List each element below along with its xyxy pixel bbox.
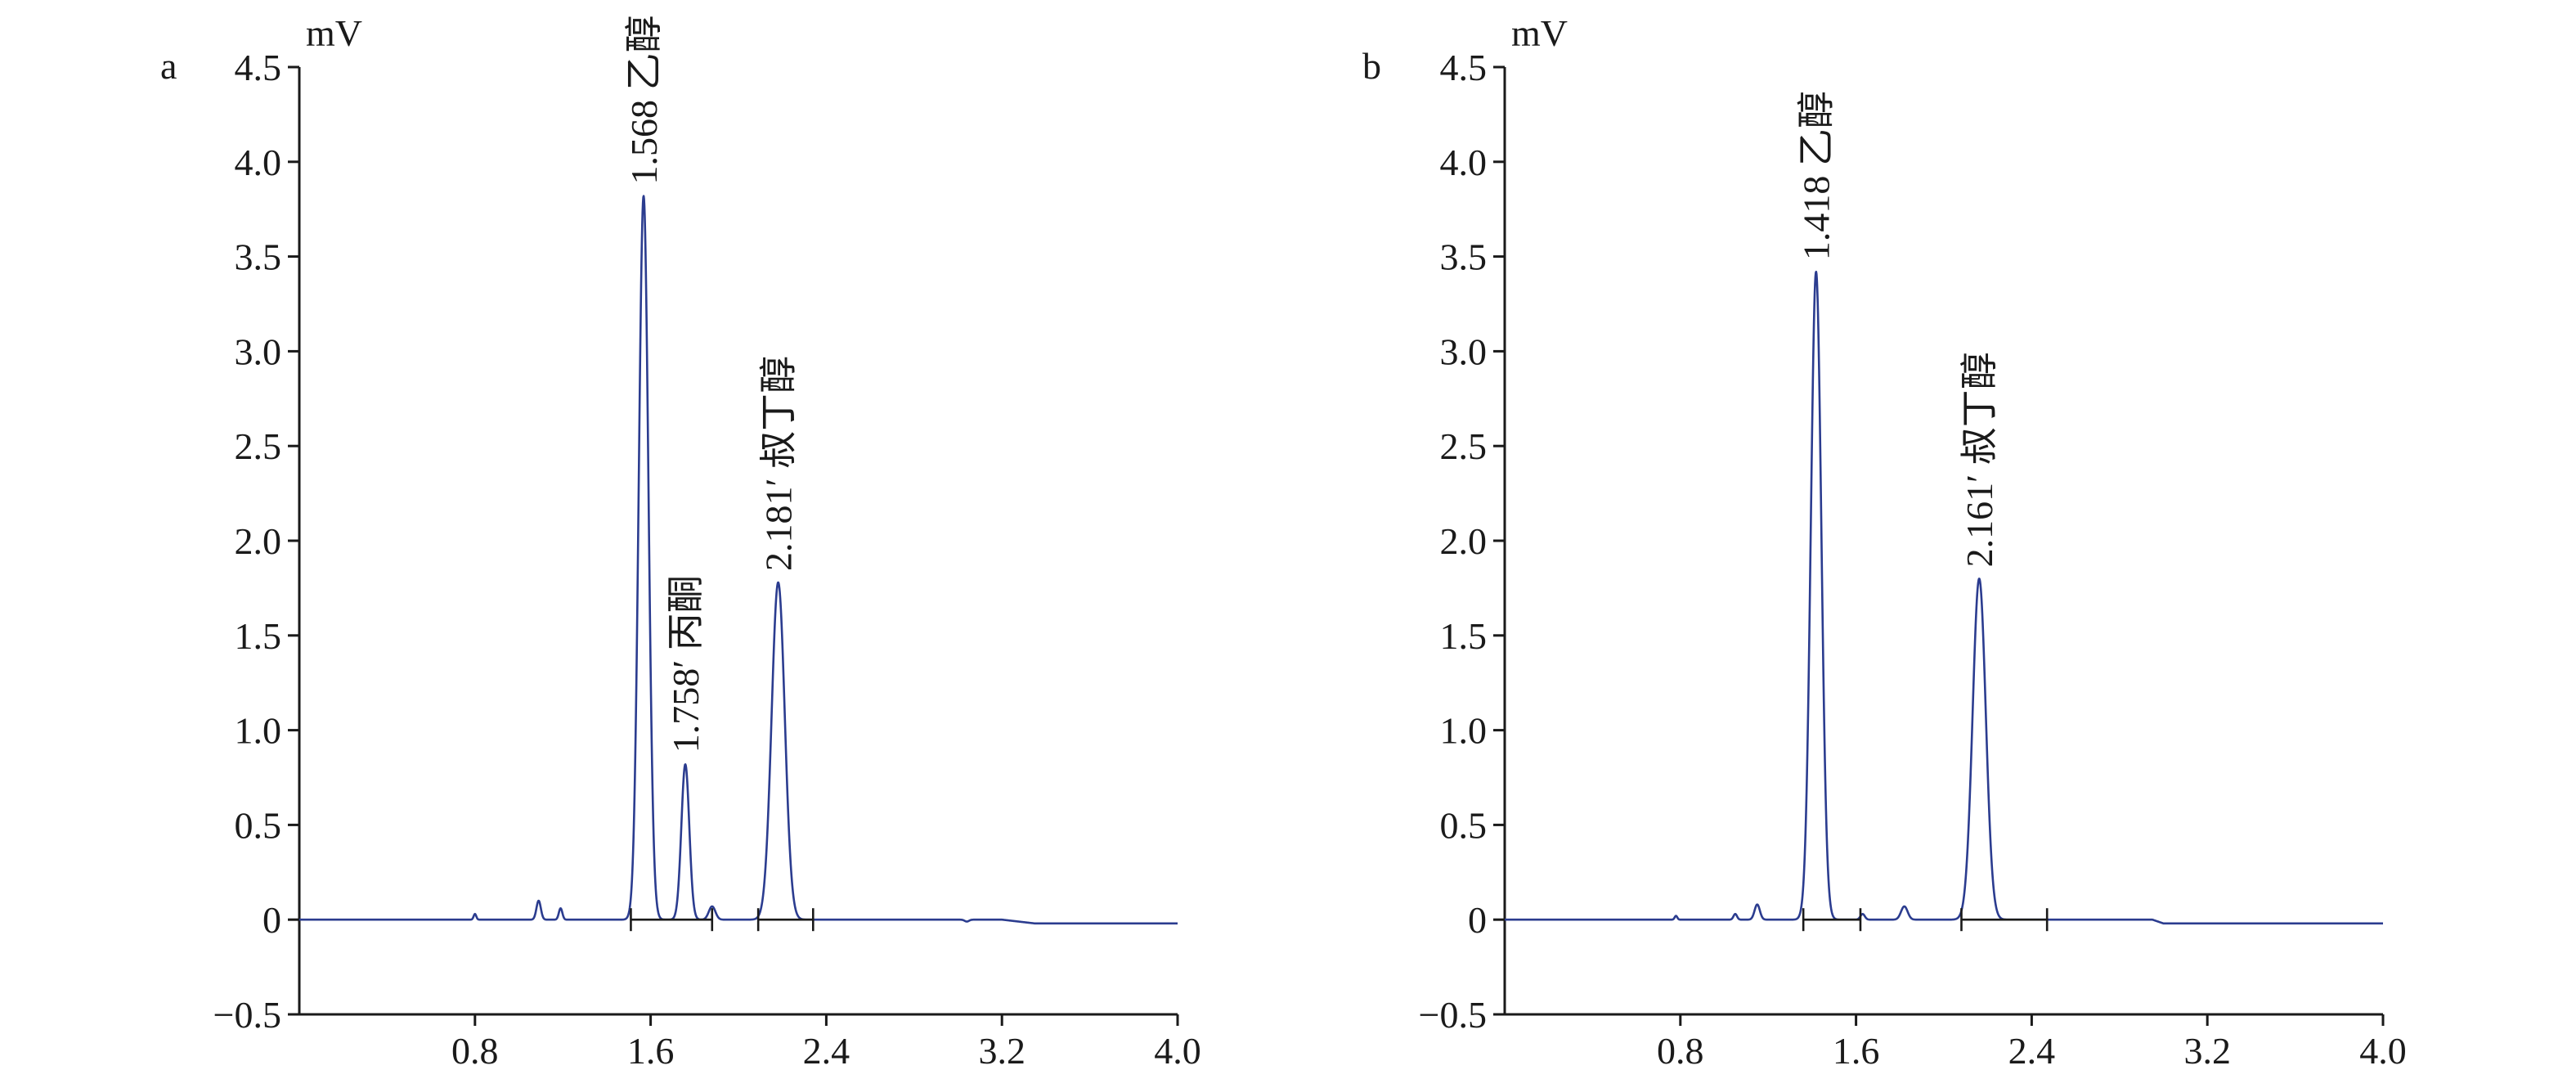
x-tick-label: 3.2 <box>2183 1030 2231 1072</box>
x-tick-label: 0.8 <box>1657 1030 1704 1072</box>
x-tick-label: 4.0 <box>2359 1030 2407 1072</box>
chromatogram-trace <box>298 195 1178 925</box>
chromatogram-panel-b: −0.5 0 0.5 1.0 1.5 2.0 2.5 3.0 3.5 4.0 4.5 0.8 1.6 2.… <box>1362 12 2407 1072</box>
panel-letter: b <box>1362 45 1381 87</box>
y-tick-label: 1.5 <box>235 615 282 657</box>
x-tick-label: 2.4 <box>803 1030 850 1072</box>
y-axis-unit-label: mV <box>1511 12 1568 54</box>
y-tick-label: 2.5 <box>235 425 282 467</box>
y-axis-unit-label: mV <box>306 12 362 54</box>
y-tick-label: 0 <box>263 899 281 941</box>
chromatogram-trace <box>1504 270 2384 925</box>
x-tick-label: 1.6 <box>627 1030 675 1072</box>
y-tick-label: 4.5 <box>1440 47 1488 88</box>
y-tick-label: 0 <box>1468 899 1487 941</box>
y-tick-label: 0.5 <box>1440 804 1488 846</box>
y-tick-label: 3.5 <box>1440 236 1488 278</box>
peak-label: 2.161′ 叔丁醇 <box>1959 352 2000 567</box>
y-tick-label: 2.5 <box>1440 425 1488 467</box>
y-tick-label: 4.5 <box>235 47 282 88</box>
peak-label: 2.181′ 叔丁醇 <box>758 356 800 571</box>
peak-label: 1.758′ 丙酮 <box>665 575 707 753</box>
chromatogram-panel-a: −0.5 0 0.5 1.0 1.5 2.0 2.5 3.0 3.5 4.0 4.5 0.8 1.6 2.… <box>160 12 1201 1072</box>
y-tick-label: 3.5 <box>235 236 282 278</box>
panel-letter: a <box>160 45 177 87</box>
y-tick-label: 2.0 <box>1440 520 1488 562</box>
y-tick-label: −0.5 <box>1419 994 1487 1036</box>
peak-label: 1.568 乙醇 <box>623 15 665 184</box>
y-tick-label: 1.0 <box>1440 710 1488 752</box>
x-tick-label: 2.4 <box>2008 1030 2056 1072</box>
x-tick-label: 4.0 <box>1154 1030 1201 1072</box>
y-tick-label: 0.5 <box>235 804 282 846</box>
y-tick-label: 3.0 <box>235 330 282 372</box>
y-tick-label: 2.0 <box>235 520 282 562</box>
y-tick-label: 3.0 <box>1440 330 1488 372</box>
y-tick-label: 4.0 <box>1440 142 1488 183</box>
x-tick-label: 3.2 <box>978 1030 1025 1072</box>
y-tick-label: 4.0 <box>235 142 282 183</box>
y-tick-label: −0.5 <box>213 994 281 1036</box>
y-tick-label: 1.5 <box>1440 615 1488 657</box>
peak-label: 1.418 乙醇 <box>1796 91 1838 260</box>
x-tick-label: 1.6 <box>1833 1030 1880 1072</box>
y-tick-label: 1.0 <box>235 710 282 752</box>
x-tick-label: 0.8 <box>451 1030 499 1072</box>
